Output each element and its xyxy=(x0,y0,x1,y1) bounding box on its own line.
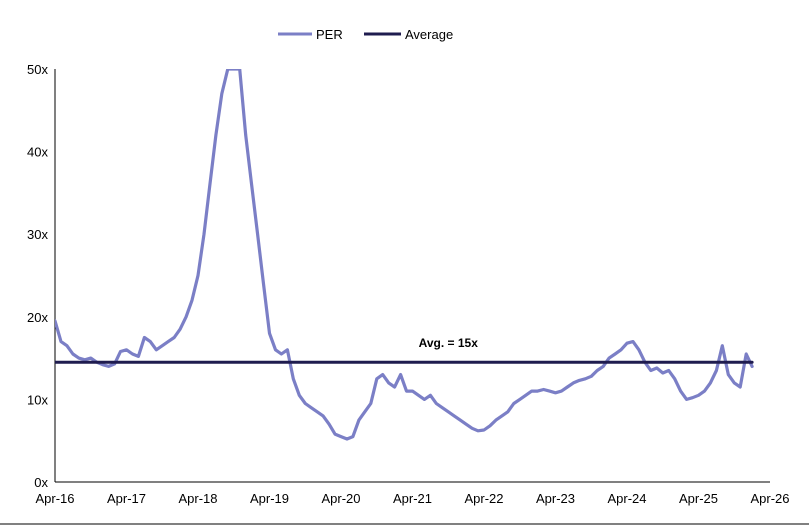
x-tick-label: Apr-25 xyxy=(679,491,718,506)
y-tick-label: 20x xyxy=(27,310,48,325)
x-tick-label: Apr-26 xyxy=(750,491,789,506)
y-tick-label: 40x xyxy=(27,145,48,160)
annotation-layer: Avg. = 15x xyxy=(419,336,479,350)
legend-label: PER xyxy=(316,27,343,42)
x-tick-label: Apr-23 xyxy=(536,491,575,506)
y-tick-label: 10x xyxy=(27,392,48,407)
average-annotation: Avg. = 15x xyxy=(419,336,479,350)
y-tick-label: 30x xyxy=(27,227,48,242)
x-tick-label: Apr-21 xyxy=(393,491,432,506)
x-tick-label: Apr-16 xyxy=(35,491,74,506)
y-axis: 0x 10x 20x 30x 40x 50x xyxy=(27,62,56,490)
legend-label: Average xyxy=(405,27,453,42)
x-tick-label: Apr-22 xyxy=(464,491,503,506)
x-tick-label: Apr-19 xyxy=(250,491,289,506)
legend: PER Average xyxy=(278,27,453,42)
x-axis: Apr-16 Apr-17 Apr-18 Apr-19 Apr-20 Apr-21 Apr-… xyxy=(35,481,790,506)
x-tick-label: Apr-24 xyxy=(607,491,646,506)
x-tick-label: Apr-18 xyxy=(178,491,217,506)
per-series-line xyxy=(55,69,754,441)
y-tick-label: 0x xyxy=(34,475,48,490)
series-layer xyxy=(55,69,754,441)
x-tick-label: Apr-20 xyxy=(321,491,360,506)
x-tick-label: Apr-17 xyxy=(107,491,146,506)
y-tick-label: 50x xyxy=(27,62,48,77)
